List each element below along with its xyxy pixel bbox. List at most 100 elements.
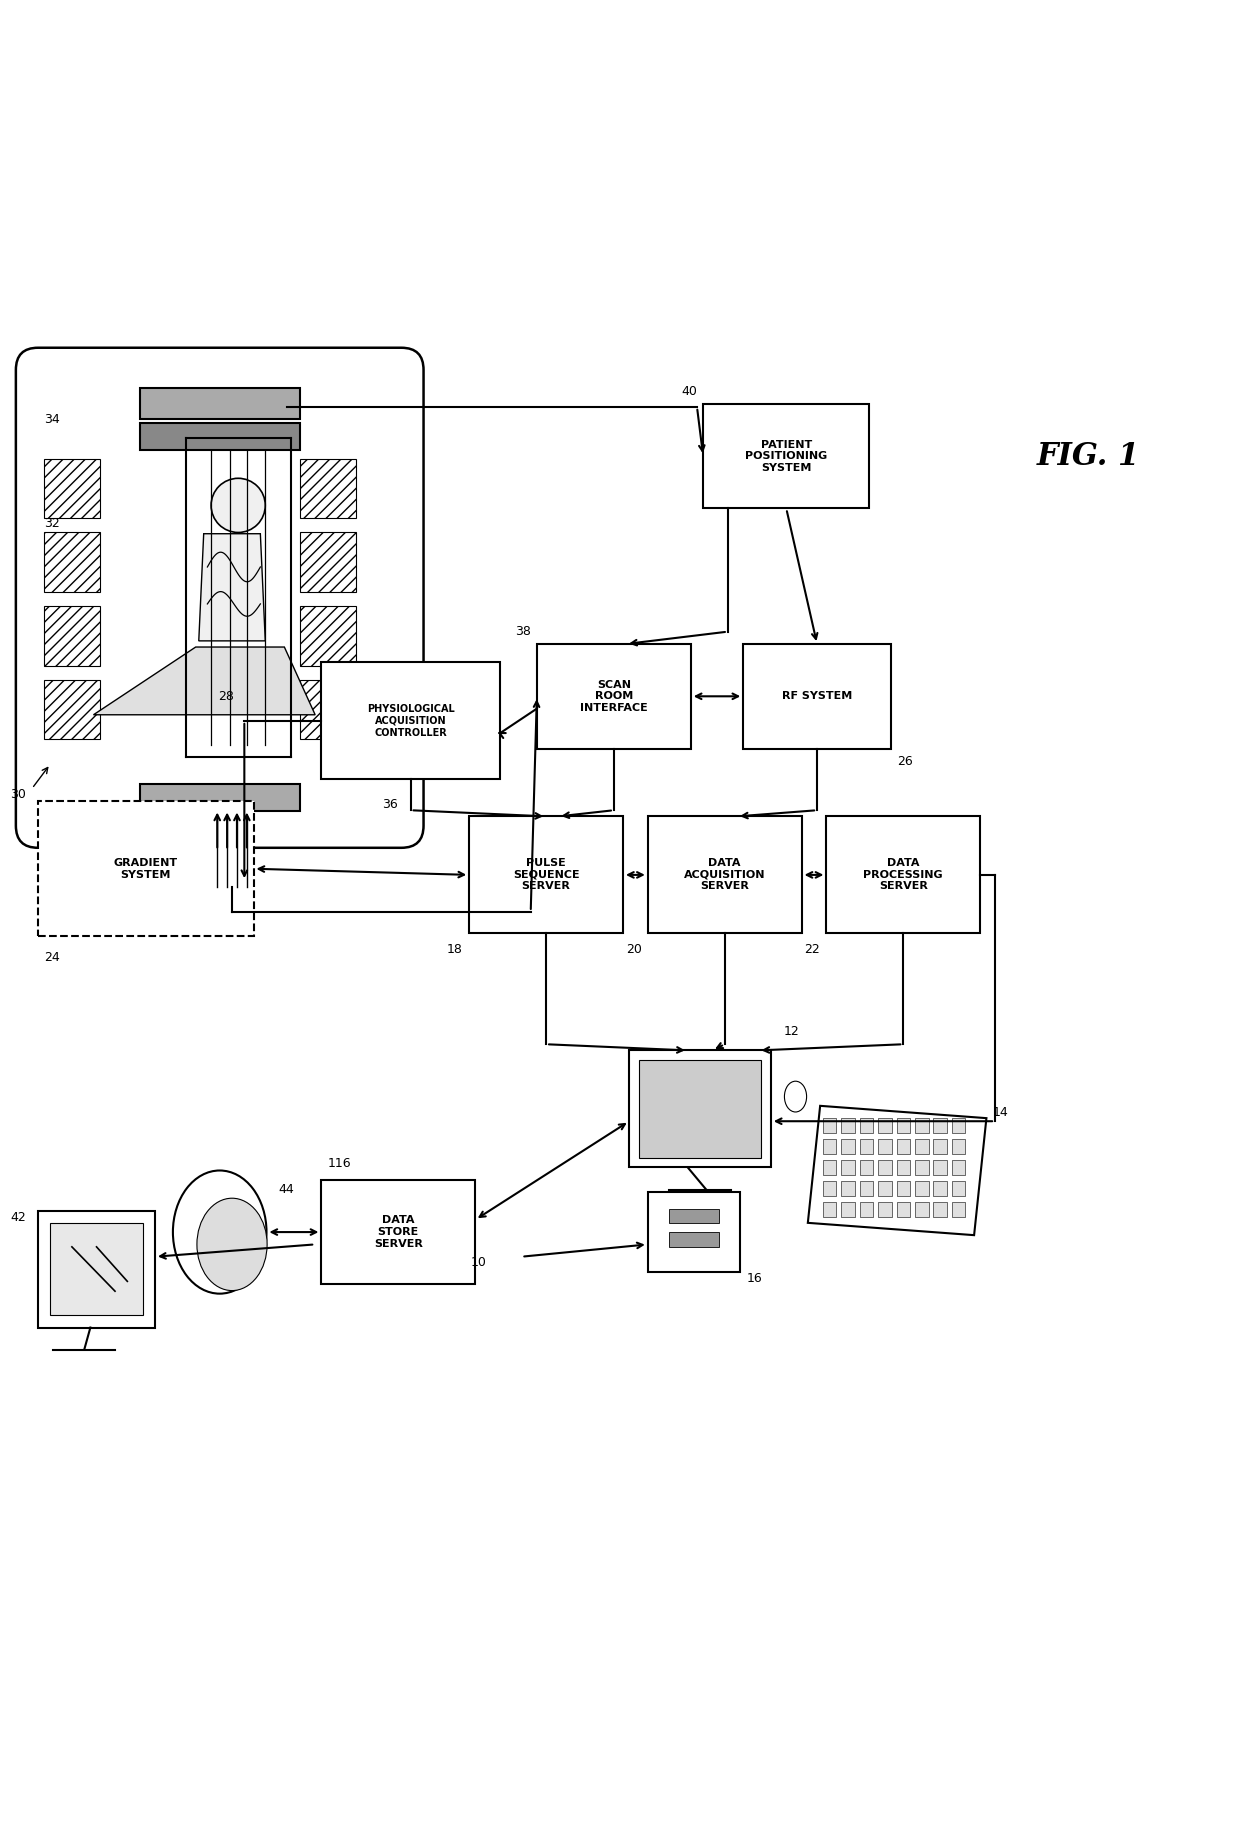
Bar	[934, 1203, 947, 1217]
Bar	[300, 606, 356, 665]
Text: 10: 10	[470, 1256, 486, 1269]
Bar	[51, 1223, 143, 1315]
Bar	[841, 1118, 854, 1133]
Bar	[897, 1138, 910, 1153]
Bar	[841, 1181, 854, 1195]
Bar	[859, 1160, 873, 1175]
Text: 24: 24	[45, 951, 60, 964]
Bar	[670, 1208, 718, 1223]
Bar	[140, 784, 300, 812]
Bar	[822, 1160, 836, 1175]
Bar	[841, 1160, 854, 1175]
Bar	[841, 1203, 854, 1217]
Bar	[300, 459, 356, 518]
Bar	[952, 1160, 966, 1175]
Text: SCAN
ROOM
INTERFACE: SCAN ROOM INTERFACE	[580, 679, 647, 712]
Text: 18: 18	[448, 944, 463, 957]
Bar	[878, 1118, 892, 1133]
Text: RF SYSTEM: RF SYSTEM	[782, 692, 852, 701]
Bar	[915, 1203, 929, 1217]
Bar	[629, 1050, 771, 1168]
Circle shape	[211, 479, 265, 532]
Bar	[140, 422, 300, 450]
Bar	[45, 606, 99, 665]
Bar	[45, 681, 99, 740]
Text: PULSE
SEQUENCE
SERVER: PULSE SEQUENCE SERVER	[513, 857, 579, 892]
Bar	[897, 1118, 910, 1133]
Bar	[670, 1232, 718, 1247]
Bar	[469, 817, 622, 933]
Bar	[537, 644, 691, 749]
Text: PATIENT
POSITIONING
SYSTEM: PATIENT POSITIONING SYSTEM	[745, 439, 827, 472]
Text: PHYSIOLOGICAL
ACQUISITION
CONTROLLER: PHYSIOLOGICAL ACQUISITION CONTROLLER	[367, 705, 455, 738]
Text: 14: 14	[992, 1105, 1008, 1118]
Bar	[878, 1138, 892, 1153]
Text: 16: 16	[746, 1272, 763, 1285]
Text: 36: 36	[383, 799, 398, 812]
Text: DATA
ACQUISITION
SERVER: DATA ACQUISITION SERVER	[684, 857, 765, 892]
Bar	[38, 1210, 155, 1327]
Ellipse shape	[785, 1081, 806, 1113]
Bar	[934, 1118, 947, 1133]
Bar	[703, 404, 869, 509]
Bar	[897, 1181, 910, 1195]
Bar	[878, 1181, 892, 1195]
Bar	[859, 1138, 873, 1153]
Bar	[822, 1138, 836, 1153]
Bar	[300, 532, 356, 591]
Bar	[826, 817, 981, 933]
Text: 42: 42	[10, 1210, 26, 1223]
Bar	[841, 1138, 854, 1153]
Polygon shape	[198, 534, 265, 641]
Text: 30: 30	[10, 788, 26, 800]
Text: DATA
STORE
SERVER: DATA STORE SERVER	[374, 1215, 423, 1248]
Bar	[321, 663, 500, 780]
Bar	[822, 1203, 836, 1217]
Bar	[952, 1203, 966, 1217]
Text: DATA
PROCESSING
SERVER: DATA PROCESSING SERVER	[863, 857, 944, 892]
Bar	[321, 1181, 475, 1285]
Bar	[934, 1138, 947, 1153]
Bar	[647, 817, 802, 933]
Bar	[915, 1138, 929, 1153]
Bar	[934, 1181, 947, 1195]
Text: 22: 22	[805, 944, 820, 957]
Text: 26: 26	[897, 755, 913, 767]
Polygon shape	[807, 1105, 987, 1236]
Text: 40: 40	[681, 384, 697, 398]
Bar	[915, 1160, 929, 1175]
Bar	[897, 1203, 910, 1217]
Text: 20: 20	[626, 944, 641, 957]
Text: FIG. 1: FIG. 1	[1037, 441, 1140, 472]
Bar	[822, 1118, 836, 1133]
Text: 116: 116	[327, 1157, 351, 1170]
Bar	[915, 1118, 929, 1133]
Bar	[878, 1203, 892, 1217]
Ellipse shape	[197, 1199, 267, 1291]
Bar	[859, 1118, 873, 1133]
Bar	[822, 1181, 836, 1195]
Bar	[743, 644, 892, 749]
Bar	[952, 1181, 966, 1195]
Bar	[934, 1160, 947, 1175]
Bar	[915, 1181, 929, 1195]
Bar	[859, 1203, 873, 1217]
Text: 38: 38	[515, 624, 531, 637]
Bar	[140, 389, 300, 419]
Bar	[45, 532, 99, 591]
Bar	[878, 1160, 892, 1175]
Bar	[859, 1181, 873, 1195]
Text: 32: 32	[45, 518, 60, 531]
FancyBboxPatch shape	[16, 347, 424, 848]
Bar	[952, 1138, 966, 1153]
Bar	[639, 1059, 761, 1157]
Text: 12: 12	[784, 1024, 799, 1037]
Text: 28: 28	[218, 690, 234, 703]
Text: GRADIENT
SYSTEM: GRADIENT SYSTEM	[114, 857, 177, 879]
Bar	[45, 459, 99, 518]
Bar	[38, 800, 253, 936]
Text: 34: 34	[45, 413, 60, 426]
Bar	[300, 681, 356, 740]
Bar	[952, 1118, 966, 1133]
Bar	[647, 1192, 740, 1272]
